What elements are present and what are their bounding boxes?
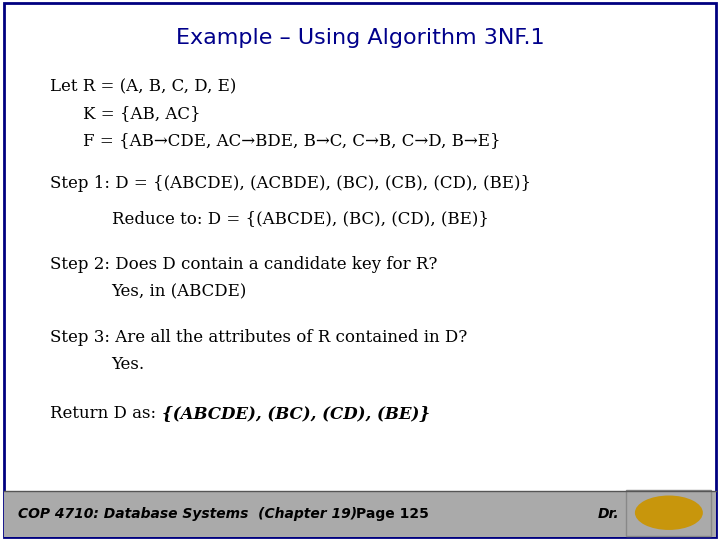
Bar (626, 490, 711, 536)
Text: K = {AB, AC}: K = {AB, AC} (83, 105, 200, 122)
Text: COP 4710: Database Systems  (Chapter 19): COP 4710: Database Systems (Chapter 19) (18, 508, 357, 521)
Text: Yes.: Yes. (112, 356, 145, 373)
Text: Return D as:: Return D as: (50, 404, 162, 422)
Text: Let R = (A, B, C, D, E): Let R = (A, B, C, D, E) (50, 78, 237, 95)
Text: Dr.: Dr. (598, 508, 619, 521)
Text: Reduce to: D = {(ABCDE), (BC), (CD), (BE)}: Reduce to: D = {(ABCDE), (BC), (CD), (BE… (112, 210, 489, 227)
Text: Step 1: D = {(ABCDE), (ACBDE), (BC), (CB), (CD), (BE)}: Step 1: D = {(ABCDE), (ACBDE), (BC), (CB… (50, 175, 531, 192)
Text: Step 3: Are all the attributes of R contained in D?: Step 3: Are all the attributes of R cont… (50, 329, 468, 346)
Text: Example – Using Algorithm 3NF.1: Example – Using Algorithm 3NF.1 (176, 28, 544, 48)
Text: {(ABCDE), (BC), (CD), (BE)}: {(ABCDE), (BC), (CD), (BE)} (162, 404, 430, 422)
Ellipse shape (635, 496, 703, 530)
Text: Yes, in (ABCDE): Yes, in (ABCDE) (112, 283, 247, 300)
Bar (4, 491, 716, 537)
Text: F = {AB→CDE, AC→BDE, B→C, C→B, C→D, B→E}: F = {AB→CDE, AC→BDE, B→C, C→B, C→D, B→E} (83, 132, 500, 149)
Text: Step 2: Does D contain a candidate key for R?: Step 2: Does D contain a candidate key f… (50, 256, 438, 273)
Text: Page 125: Page 125 (356, 508, 429, 521)
